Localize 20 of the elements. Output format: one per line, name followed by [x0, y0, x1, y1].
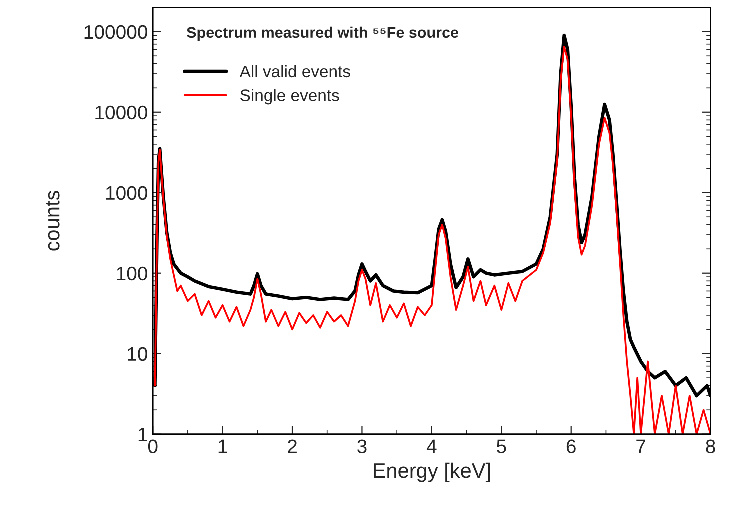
x-tick-label: 6 [566, 440, 576, 454]
x-tick-label: 1 [218, 440, 228, 454]
x-axis-title: Energy [keV] [374, 462, 490, 482]
legend-label: All valid events [240, 65, 350, 78]
y-tick-label: 1 [138, 428, 148, 442]
x-tick-label: 5 [497, 440, 506, 454]
y-tick-label: 100000 [84, 25, 148, 40]
legend-label: Single events [240, 89, 340, 105]
y-tick-label: 10000 [96, 106, 148, 120]
x-tick-label: 8 [706, 440, 716, 454]
x-tick-label: 0 [148, 440, 158, 454]
y-tick-label: 10 [128, 347, 148, 362]
y-axis-title: counts [46, 191, 60, 251]
x-tick-label: 2 [288, 440, 297, 454]
annotation: Spectrum measured with ⁵⁵Fe source [186, 26, 458, 42]
x-tick-label: 4 [426, 440, 437, 454]
y-tick-label: 100 [117, 266, 148, 281]
x-tick-label: 7 [636, 440, 646, 454]
y-tick-label: 1000 [106, 186, 148, 200]
x-tick-label: 3 [358, 440, 367, 454]
